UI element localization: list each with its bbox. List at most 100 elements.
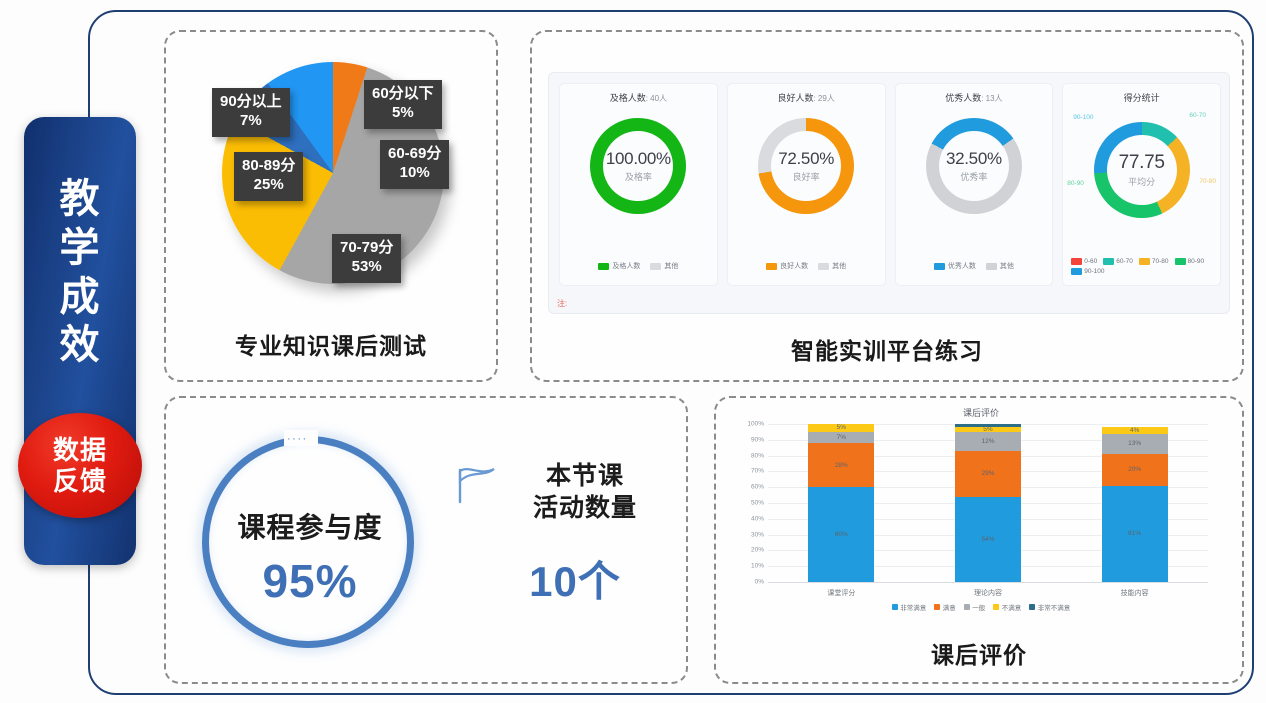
y-tick: 40%	[750, 515, 764, 523]
kpi-card-score-stats[interactable]: 得分统计 77.75 平均分 90-100 60-70 70-80 80-90 …	[1062, 83, 1221, 286]
legend-item[interactable]: 60-70	[1103, 258, 1133, 265]
pie-label-name: 90分以上	[220, 93, 282, 110]
donut-caption: 平均分	[1128, 177, 1156, 187]
legend-swatch-icon	[818, 262, 830, 270]
legend-swatch-icon	[1138, 258, 1150, 265]
legend-item[interactable]: 90-100	[1071, 268, 1105, 275]
y-tick: 100%	[747, 420, 764, 428]
legend-swatch-icon	[650, 262, 662, 270]
legend-swatch-icon	[934, 604, 941, 610]
legend-swatch-icon	[1174, 258, 1186, 265]
kpi-card-pass-count[interactable]: 及格人数: 40人 100.00% 及格率 及格人数 其他	[559, 83, 718, 286]
donut-excellent-rate: 32.50% 优秀率	[925, 118, 1022, 214]
bar-segment-label: 28%	[834, 461, 848, 469]
bar-segment-label: 7%	[836, 433, 847, 441]
ring-dots-icon: ····	[287, 433, 308, 445]
legend-label: 非常不满意	[1037, 605, 1071, 612]
donut-annotation-80-90: 80-90	[1067, 180, 1084, 187]
donut-legend: 及格人数 其他	[560, 261, 717, 271]
bar-segment-label: 54%	[981, 535, 995, 543]
donut-score-distribution: 77.75 平均分	[1093, 122, 1190, 218]
x-axis-label: 课堂评分	[827, 590, 856, 597]
legend-swatch-icon	[1071, 268, 1083, 275]
ring-text: 课程参与度 95%	[188, 506, 432, 608]
legend-item[interactable]: 满意	[934, 602, 956, 612]
tab-char-0: 教	[59, 177, 101, 221]
legend-swatch-icon	[1029, 604, 1036, 610]
donut-center: 72.50% 良好率	[758, 118, 854, 214]
x-axis-label: 理论内容	[974, 590, 1002, 597]
pie-label-value: 7%	[240, 111, 262, 129]
bar-segment-neutral: 12%	[955, 431, 1021, 451]
badge-line-1: 反馈	[52, 465, 107, 496]
pie-label-value: 10%	[399, 163, 430, 181]
kpi-card-title: 优秀人数: 13人	[896, 91, 1053, 104]
legend-item[interactable]: 0-60	[1071, 258, 1097, 265]
panel-title-course-evaluation: 课后评价	[931, 642, 1027, 668]
legend-swatch-icon	[993, 604, 1000, 610]
legend-item[interactable]: 不满意	[993, 602, 1021, 612]
ring-gap	[284, 430, 318, 446]
legend-item[interactable]: 及格人数	[598, 261, 640, 271]
panel-title-knowledge-test: 专业知识课后测试	[235, 333, 427, 359]
kpi-card-title: 良好人数: 29人	[728, 91, 885, 104]
legend-item[interactable]: 其他	[985, 261, 1014, 271]
bar-segment-label: 61%	[1128, 530, 1142, 538]
participation-ring-chart[interactable]: ···· 课程参与度 95%	[188, 422, 432, 666]
legend-label: 一般	[972, 605, 986, 612]
ring-label: 课程参与度	[237, 512, 383, 543]
kpi-title-main: 良好人数	[777, 93, 814, 103]
pie-chart[interactable]: 90分以上 7% 60分以下 5% 60-69分 10% 80-89分 25% …	[192, 54, 474, 304]
legend-item[interactable]: 一般	[963, 602, 986, 612]
bar-segment-satisfied: 28%	[808, 442, 875, 488]
legend-item[interactable]: 非常满意	[891, 602, 926, 612]
bar-segment-neutral: 7%	[808, 431, 875, 443]
bar-column-classroom-score[interactable]: 60% 28% 7% 5% 课堂评分	[768, 424, 915, 597]
legend-swatch-icon	[1071, 258, 1083, 265]
legend-item[interactable]: 优秀人数	[933, 261, 976, 271]
bar-stack: 60% 28% 7% 5%	[808, 424, 875, 582]
section-tab-label: 教 学 成 效	[24, 175, 136, 370]
panel-training-platform: 及格人数: 40人 100.00% 及格率 及格人数 其他	[530, 30, 1244, 382]
pie-label-90-plus: 90分以上 7%	[212, 88, 290, 137]
legend-label: 60-70	[1116, 258, 1133, 265]
flag-icon	[458, 467, 495, 504]
kpi-title-main: 得分统计	[1123, 93, 1160, 103]
legend-item[interactable]: 其他	[650, 261, 678, 271]
legend-label: 及格人数	[612, 263, 641, 270]
panel-knowledge-test: 90分以上 7% 60分以下 5% 60-69分 10% 80-89分 25% …	[164, 30, 498, 382]
pie-label-value: 25%	[253, 175, 284, 193]
pie-label-value: 53%	[351, 257, 382, 275]
legend-label: 90-100	[1084, 268, 1105, 275]
donut-good-rate: 72.50% 良好率	[758, 118, 855, 214]
bar-segment-label: 29%	[981, 470, 995, 478]
bar-column-theory-content[interactable]: 54% 29% 12% 5% 理论内容	[915, 424, 1062, 597]
donut-annotation-70-80: 70-80	[1199, 178, 1216, 185]
status-badge-data-feedback[interactable]: 数据 反馈	[18, 413, 142, 518]
legend-item[interactable]: 其他	[818, 261, 846, 271]
legend-item[interactable]: 80-90	[1174, 258, 1204, 265]
bar-segment-label: 13%	[1128, 440, 1142, 448]
kpi-title-sub: : 40人	[645, 94, 668, 103]
legend-label: 优秀人数	[947, 263, 976, 270]
kpi-card-good-count[interactable]: 良好人数: 29人 72.50% 良好率 良好人数 其他	[726, 83, 886, 286]
tab-char-1: 学	[59, 225, 101, 270]
bar-segment-dissatisfied: 5%	[955, 426, 1021, 433]
y-tick: 80%	[750, 452, 764, 460]
donut-value: 72.50%	[778, 149, 835, 168]
kpi-card-excellent-count[interactable]: 优秀人数: 13人 32.50% 优秀率 优秀人数 其他	[894, 83, 1054, 286]
kpi-card-title: 及格人数: 40人	[560, 91, 717, 104]
y-tick: 30%	[750, 531, 764, 539]
bar-segment-label: 12%	[981, 437, 995, 445]
donut-pass-rate: 100.00% 及格率	[590, 118, 687, 214]
pie-label-60-69: 60-69分 10%	[380, 140, 450, 189]
bar-column-skill-content[interactable]: 61% 20% 13% 4% 技能内容	[1061, 424, 1208, 597]
legend-item[interactable]: 70-80	[1138, 258, 1169, 265]
donut-caption: 良好率	[792, 172, 820, 182]
legend-item[interactable]: 良好人数	[766, 261, 808, 271]
legend-item[interactable]: 非常不满意	[1029, 602, 1070, 612]
evaluation-bar-chart[interactable]: 课后评价 100% 90% 80% 70% 60% 50% 40% 30% 20…	[730, 406, 1232, 634]
bar-chart-title: 课后评价	[962, 408, 999, 418]
donut-annotation-60-70: 60-70	[1189, 112, 1206, 119]
